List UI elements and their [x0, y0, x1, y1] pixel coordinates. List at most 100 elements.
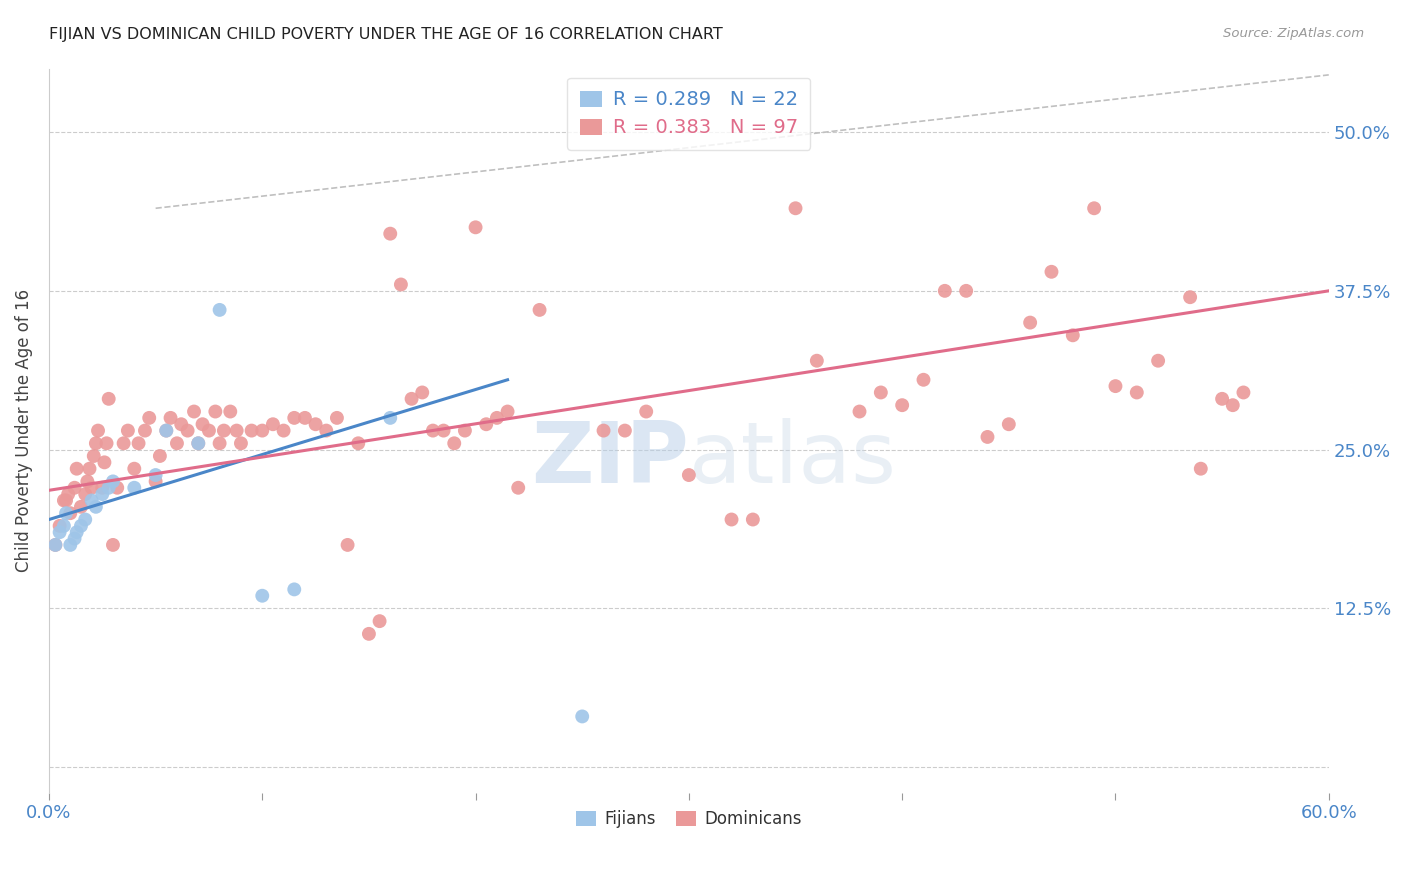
Point — [869, 385, 891, 400]
Point — [1211, 392, 1233, 406]
Point — [80, 481, 103, 495]
Point — [159, 410, 181, 425]
Point — [52, 493, 75, 508]
Point — [59, 506, 82, 520]
Point — [613, 424, 636, 438]
Point — [76, 475, 98, 489]
Point — [176, 424, 198, 438]
Point — [75, 487, 97, 501]
Point — [225, 424, 247, 438]
Point — [304, 417, 326, 432]
Point — [529, 302, 551, 317]
Point — [149, 449, 172, 463]
Point — [219, 404, 242, 418]
Point — [75, 512, 97, 526]
Point — [912, 373, 935, 387]
Point — [44, 538, 66, 552]
Text: FIJIAN VS DOMINICAN CHILD POVERTY UNDER THE AGE OF 16 CORRELATION CHART: FIJIAN VS DOMINICAN CHILD POVERTY UNDER … — [49, 27, 723, 42]
Point — [262, 417, 284, 432]
Point — [48, 519, 70, 533]
Point — [91, 487, 114, 501]
Point — [93, 455, 115, 469]
Point — [96, 436, 118, 450]
Point — [124, 481, 146, 495]
Point — [1083, 201, 1105, 215]
Point — [475, 417, 498, 432]
Point — [208, 436, 231, 450]
Point — [1222, 398, 1244, 412]
Point — [97, 392, 120, 406]
Point — [720, 512, 742, 526]
Point — [252, 589, 274, 603]
Point — [229, 436, 252, 450]
Point — [138, 410, 160, 425]
Point — [187, 436, 209, 450]
Point — [508, 481, 530, 495]
Point — [145, 468, 167, 483]
Point — [368, 614, 391, 628]
Point — [741, 512, 763, 526]
Point — [636, 404, 658, 418]
Point — [1178, 290, 1201, 304]
Point — [155, 424, 177, 438]
Point — [134, 424, 156, 438]
Point — [934, 284, 956, 298]
Point — [91, 481, 114, 495]
Point — [44, 538, 66, 552]
Point — [112, 436, 135, 450]
Point — [55, 493, 77, 508]
Point — [955, 284, 977, 298]
Point — [208, 302, 231, 317]
Point — [170, 417, 193, 432]
Text: Source: ZipAtlas.com: Source: ZipAtlas.com — [1223, 27, 1364, 40]
Point — [240, 424, 263, 438]
Point — [806, 353, 828, 368]
Point — [785, 201, 807, 215]
Point — [70, 519, 93, 533]
Point — [976, 430, 998, 444]
Point — [496, 404, 519, 418]
Point — [63, 532, 86, 546]
Point — [454, 424, 477, 438]
Point — [187, 436, 209, 450]
Point — [347, 436, 370, 450]
Point — [1062, 328, 1084, 343]
Point — [63, 481, 86, 495]
Point — [66, 525, 89, 540]
Point — [315, 424, 337, 438]
Point — [66, 461, 89, 475]
Point — [56, 487, 79, 501]
Point — [571, 709, 593, 723]
Point — [105, 481, 128, 495]
Point — [155, 424, 177, 438]
Point — [204, 404, 226, 418]
Point — [443, 436, 465, 450]
Point — [166, 436, 188, 450]
Point — [422, 424, 444, 438]
Point — [191, 417, 214, 432]
Point — [1147, 353, 1170, 368]
Legend: Fijians, Dominicans: Fijians, Dominicans — [569, 804, 808, 835]
Point — [252, 424, 274, 438]
Point — [380, 227, 402, 241]
Point — [55, 506, 77, 520]
Point — [117, 424, 139, 438]
Point — [84, 436, 107, 450]
Point — [52, 519, 75, 533]
Text: ZIP: ZIP — [531, 418, 689, 501]
Point — [273, 424, 295, 438]
Point — [84, 500, 107, 514]
Point — [48, 525, 70, 540]
Point — [101, 538, 124, 552]
Point — [1104, 379, 1126, 393]
Point — [212, 424, 235, 438]
Point — [87, 424, 110, 438]
Point — [97, 481, 120, 495]
Y-axis label: Child Poverty Under the Age of 16: Child Poverty Under the Age of 16 — [15, 289, 32, 572]
Point — [389, 277, 412, 292]
Point — [83, 449, 105, 463]
Point — [678, 468, 700, 483]
Point — [283, 410, 305, 425]
Point — [380, 410, 402, 425]
Point — [145, 475, 167, 489]
